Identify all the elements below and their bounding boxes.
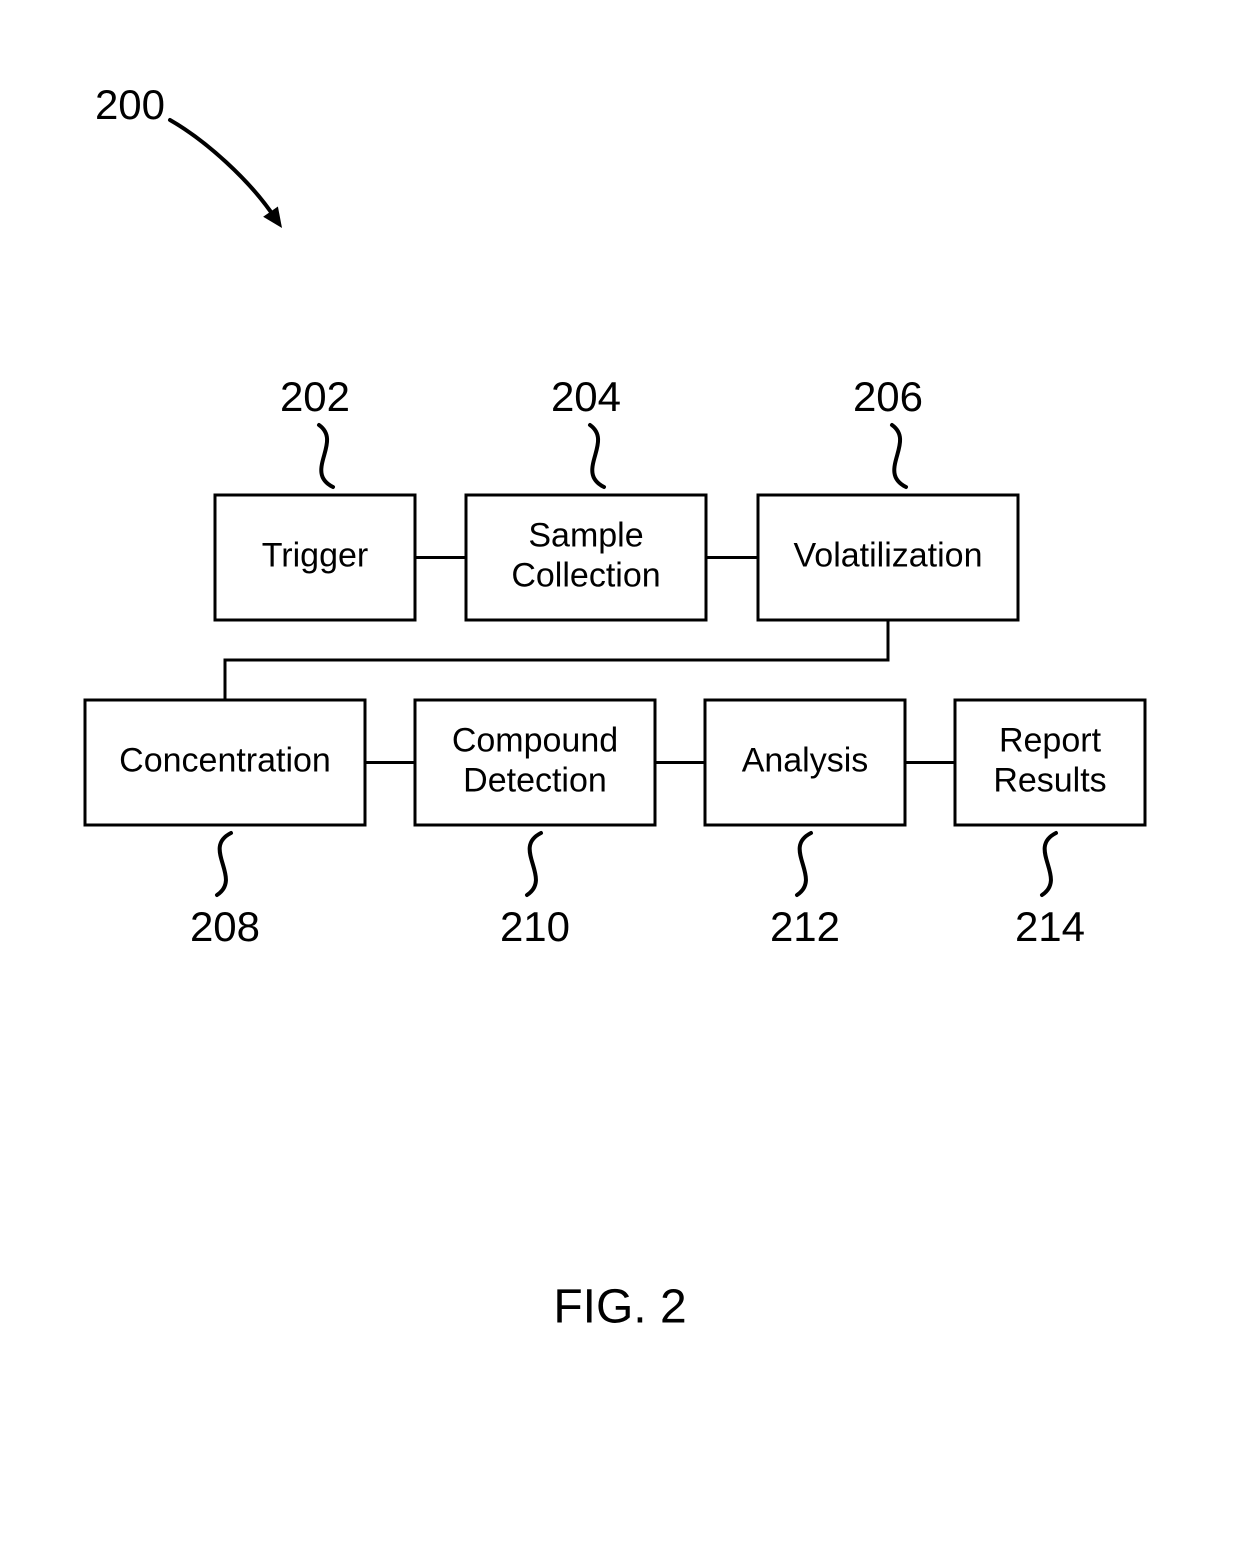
ref-compound: 210 <box>500 903 570 950</box>
ref-trigger: 202 <box>280 373 350 420</box>
hook-compound <box>527 833 541 895</box>
box-sample-label: Sample <box>528 516 643 554</box>
box-trigger-label: Trigger <box>262 536 368 574</box>
hook-analysis <box>797 833 811 895</box>
ref-analysis: 212 <box>770 903 840 950</box>
box-report-label: Report <box>999 721 1102 759</box>
hook-volatilization <box>892 425 906 487</box>
figure-ref-number: 200 <box>95 81 165 128</box>
ref-report: 214 <box>1015 903 1085 950</box>
box-concentration-label: Concentration <box>119 741 331 779</box>
hook-sample <box>590 425 604 487</box>
hook-concentration <box>217 833 231 895</box>
figure-ref-arrow <box>170 120 275 218</box>
figure-caption: FIG. 2 <box>553 1281 686 1334</box>
box-compound-label: Compound <box>452 721 618 759</box>
box-report-label: Results <box>993 762 1106 800</box>
box-compound-label: Detection <box>463 762 607 800</box>
edge-volatilization-concentration <box>225 620 888 700</box>
hook-trigger <box>319 425 333 487</box>
figure-ref-arrowhead <box>263 206 282 228</box>
ref-concentration: 208 <box>190 903 260 950</box>
box-sample-label: Collection <box>511 557 660 595</box>
ref-sample: 204 <box>551 373 621 420</box>
ref-volatilization: 206 <box>853 373 923 420</box>
box-analysis-label: Analysis <box>742 741 869 779</box>
hook-report <box>1042 833 1056 895</box>
box-volatilization-label: Volatilization <box>793 536 982 574</box>
